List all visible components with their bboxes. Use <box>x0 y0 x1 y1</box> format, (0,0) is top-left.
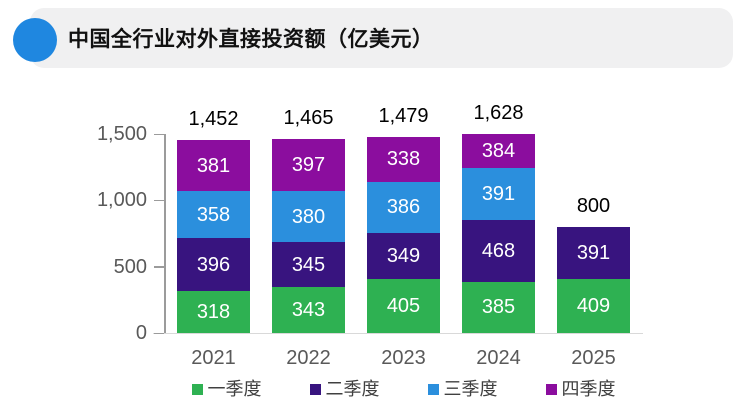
segment-value-label: 391 <box>576 241 611 264</box>
bar-segment-一季度 <box>177 290 250 333</box>
bar-segment-三季度 <box>177 190 250 239</box>
segment-value-label: 384 <box>481 139 516 162</box>
legend-item-三季度: 三季度 <box>427 379 498 400</box>
segment-value-label: 349 <box>386 245 421 268</box>
bar-segment-二季度 <box>177 238 250 291</box>
segment-value-label: 386 <box>386 196 421 219</box>
segment-value-label: 468 <box>481 239 516 262</box>
legend-label: 一季度 <box>207 379 262 399</box>
bar-segment-二季度 <box>367 232 440 280</box>
segment-value-label: 343 <box>291 299 326 322</box>
legend-label: 二季度 <box>325 379 380 399</box>
legend-item-一季度: 一季度 <box>191 379 262 400</box>
segment-value-label: 385 <box>481 296 516 319</box>
y-axis-tick <box>154 266 164 268</box>
bar-segment-四季度 <box>177 140 250 191</box>
segment-value-label: 358 <box>196 203 231 226</box>
total-label: 1,479 <box>378 104 429 127</box>
y-axis-label: 500 <box>113 255 147 278</box>
segment-value-label: 380 <box>291 205 326 228</box>
bar-segment-一季度 <box>367 279 440 333</box>
segment-value-label: 318 <box>196 300 231 323</box>
legend-item-二季度: 二季度 <box>309 379 380 400</box>
bar-segment-一季度 <box>272 287 345 333</box>
total-label: 1,452 <box>188 108 239 131</box>
total-label: 1,628 <box>473 102 524 124</box>
bullet-circle-icon <box>13 18 57 62</box>
bar-segment-四季度 <box>462 134 535 168</box>
bar-segment-二季度 <box>462 219 535 282</box>
segment-value-label: 338 <box>386 148 421 171</box>
total-label: 800 <box>576 194 611 217</box>
x-axis-line <box>153 333 643 334</box>
x-axis-label: 2025 <box>571 347 616 369</box>
y-axis-label: 0 <box>135 322 147 344</box>
segment-value-label: 391 <box>481 182 516 205</box>
bar-2021: 318 396 358 381 <box>177 140 250 333</box>
bar-2023: 405 349 386 338 <box>367 136 440 333</box>
total-label: 1,465 <box>283 106 334 129</box>
segment-value-label: 381 <box>196 154 231 177</box>
bar-segment-三季度 <box>367 181 440 233</box>
bar-segment-二季度 <box>272 241 345 288</box>
segment-value-label: 396 <box>196 253 231 276</box>
chart-title: 中国全行业对外直接投资额（亿美元） <box>68 28 434 51</box>
y-axis-label: 1,500 <box>96 123 147 145</box>
segment-value-label: 397 <box>291 153 326 176</box>
segment-value-label: 409 <box>576 294 611 317</box>
x-axis-label: 2023 <box>381 347 426 369</box>
legend-label: 四季度 <box>561 379 616 399</box>
y-axis-tick <box>154 133 164 135</box>
bar-2024: 385 468 391 384 <box>462 134 535 333</box>
legend-swatch-icon <box>191 384 203 395</box>
x-axis-label: 2024 <box>476 347 521 369</box>
bar-segment-四季度 <box>367 136 440 182</box>
bar-segment-三季度 <box>462 167 535 220</box>
x-axis-label: 2021 <box>191 347 236 369</box>
legend-swatch-icon <box>545 384 557 395</box>
legend-swatch-icon <box>427 384 439 395</box>
segment-value-label: 345 <box>291 253 326 276</box>
bar-segment-一季度 <box>462 281 535 333</box>
y-axis-label: 1,000 <box>96 189 147 212</box>
bar-segment-四季度 <box>272 138 345 192</box>
y-axis-tick <box>154 332 164 334</box>
legend-swatch-icon <box>309 384 321 395</box>
bar-segment-三季度 <box>272 191 345 242</box>
bar-2025: 409 391 <box>557 226 630 333</box>
y-axis-tick <box>154 199 164 202</box>
y-axis-line <box>164 134 166 333</box>
legend-item-四季度: 四季度 <box>545 379 616 400</box>
bar-segment-一季度 <box>557 278 630 333</box>
bar-segment-二季度 <box>557 226 630 279</box>
chart-legend: 一季度 二季度 三季度 四季度 <box>164 378 643 401</box>
x-axis-label: 2022 <box>286 347 331 369</box>
bar-2022: 343 345 380 397 <box>272 138 345 333</box>
segment-value-label: 405 <box>386 295 421 318</box>
chart-header: 中国全行业对外直接投资额（亿美元） <box>30 8 733 68</box>
legend-label: 三季度 <box>443 379 498 399</box>
